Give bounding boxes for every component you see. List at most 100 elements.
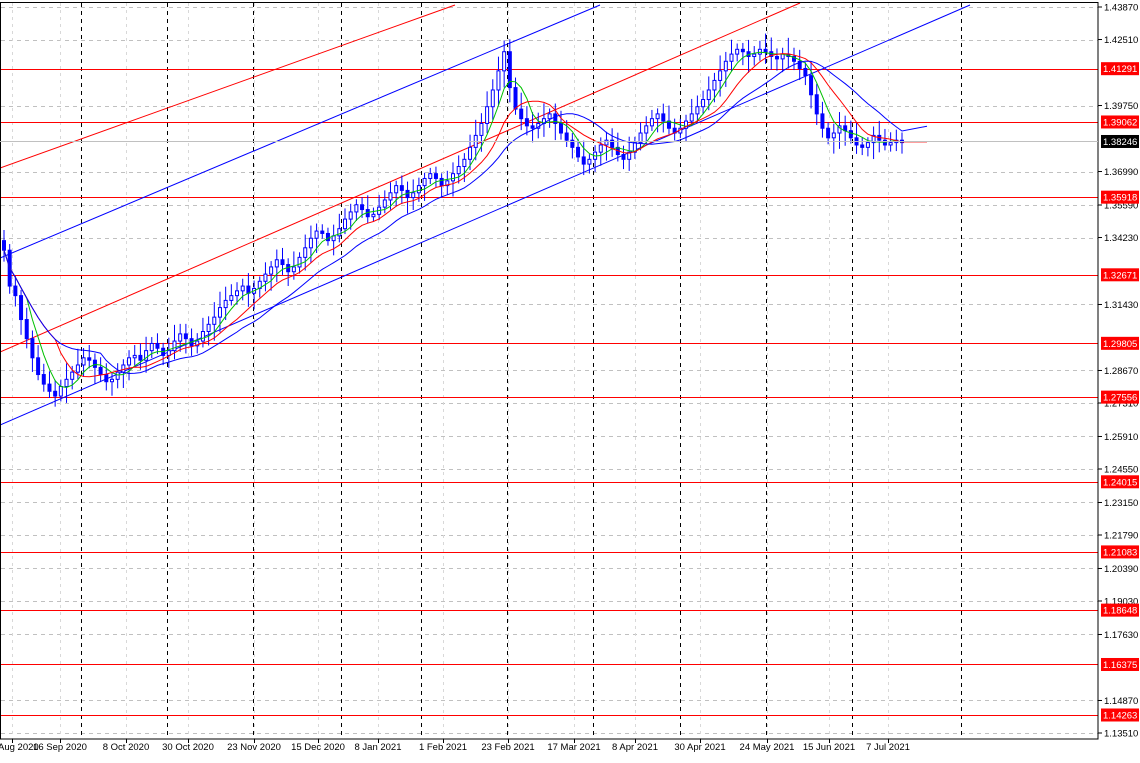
candle-body (831, 132, 836, 139)
candle-body (53, 390, 58, 397)
candle-body (308, 237, 313, 249)
candle-body (627, 151, 632, 160)
price-level-tag (1101, 475, 1139, 489)
y-tick-label: 1.39750 (1104, 101, 1138, 112)
candle-body (92, 359, 97, 368)
price-level-tag-label: 1.24015 (1103, 477, 1137, 488)
x-tick-label: 1 Feb 2021 (419, 742, 467, 753)
candle-body (718, 70, 723, 81)
x-tick-label: 16 Sep 2020 (33, 742, 87, 753)
candle-body (604, 139, 609, 146)
x-tick-label: 24 May 2021 (740, 742, 795, 753)
candle-body (803, 67, 808, 77)
price-level-tag-label: 1.32671 (1103, 270, 1137, 281)
candle-body (433, 173, 438, 179)
candle-body (485, 106, 490, 124)
candle-body (30, 338, 35, 359)
candle-body (695, 106, 700, 115)
candle-body (587, 158, 592, 165)
candle-body (524, 118, 529, 127)
candle-body (155, 342, 160, 349)
candle-body (570, 139, 575, 148)
candle-body (354, 204, 359, 213)
candle-body (445, 180, 450, 187)
candle-body (382, 199, 387, 208)
candle-body (36, 357, 41, 376)
candle-body (598, 144, 603, 153)
x-tick-label: 7 Jul 2021 (866, 742, 910, 753)
candle-body (661, 113, 666, 122)
price-level-tag-label: 1.21083 (1103, 547, 1137, 558)
price-level-tag (1101, 603, 1139, 617)
candle-body (610, 139, 615, 148)
price-level-tag (1101, 657, 1139, 671)
candle-body (422, 177, 427, 187)
price-level-tag (1101, 268, 1139, 282)
y-tick-label: 1.17630 (1104, 630, 1138, 641)
candle-body (280, 259, 285, 266)
candle-body (223, 299, 228, 309)
x-tick-label: 26 Aug 2020 (0, 742, 39, 753)
candle-body (235, 290, 240, 297)
x-tick-label: 30 Oct 2020 (162, 742, 214, 753)
candle-body (64, 378, 69, 387)
candle-body (706, 89, 711, 101)
candle-body (348, 211, 353, 220)
candle-body (388, 192, 393, 201)
candle-body (774, 56, 779, 60)
price-level-tag (1101, 336, 1139, 350)
candle-body (871, 134, 876, 144)
candle-body (217, 307, 222, 318)
candle-body (837, 125, 842, 134)
candle-body (797, 60, 802, 69)
candle-body (138, 354, 143, 361)
price-level-tag (1101, 62, 1139, 76)
x-tick-label: 15 Dec 2020 (291, 742, 345, 753)
candle-body (274, 259, 279, 268)
candle-body (343, 218, 348, 230)
price-level-tag-label: 1.18648 (1103, 606, 1137, 617)
y-tick-label: 1.25910 (1104, 432, 1138, 443)
candle-body (183, 333, 188, 340)
candle-body (47, 383, 52, 392)
price-level-tag (1101, 545, 1139, 559)
y-tick-label: 1.35590 (1104, 201, 1138, 212)
y-tick-label: 1.43870 (1104, 3, 1138, 14)
candle-body (75, 364, 80, 373)
candle-body (712, 79, 717, 91)
price-level-tag (1101, 708, 1139, 722)
candle-body (519, 108, 524, 120)
candle-body (229, 295, 234, 301)
candle-body (399, 185, 404, 191)
candle-body (212, 316, 217, 325)
x-tick-label: 8 Apr 2021 (612, 742, 658, 753)
candle-body (337, 228, 342, 237)
candle-body (98, 366, 103, 376)
price-level-tag-label: 1.29805 (1103, 339, 1137, 350)
candle-body (502, 51, 507, 72)
candle-body (428, 173, 433, 179)
candle-body (246, 285, 251, 294)
candle-body (297, 256, 302, 268)
candle-body (127, 357, 132, 366)
current-price-label: 1.38246 (1103, 137, 1137, 148)
candle-body (121, 364, 126, 373)
candle-body (820, 113, 825, 129)
price-level-tag (1101, 190, 1139, 204)
price-level-tag (1101, 115, 1139, 129)
candle-body (58, 386, 63, 397)
candle-body (479, 122, 484, 136)
y-tick-label: 1.21790 (1104, 531, 1138, 542)
x-tick-label: 23 Nov 2020 (227, 742, 281, 753)
candle-body (115, 371, 120, 380)
candle-body (684, 120, 689, 129)
candle-body (456, 166, 461, 175)
x-tick-label: 23 Feb 2021 (481, 742, 534, 753)
candle-body (638, 132, 643, 144)
candle-body (763, 48, 768, 53)
candle-body (655, 113, 660, 120)
y-tick-label: 1.27310 (1104, 399, 1138, 410)
candle-body (814, 94, 819, 115)
candle-body (303, 247, 308, 258)
